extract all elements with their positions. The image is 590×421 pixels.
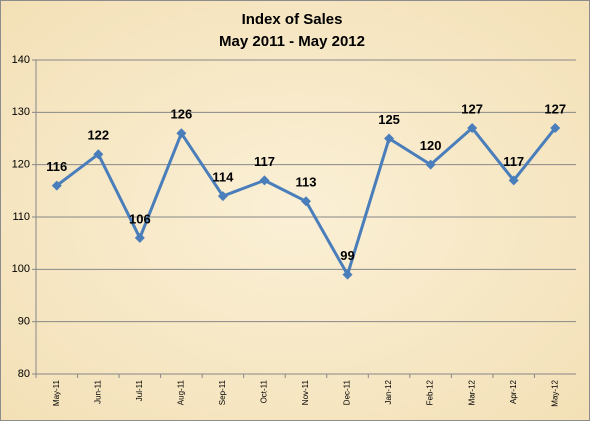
x-tick-label: Aug-11 (176, 379, 185, 405)
x-tick-label: Jul-11 (135, 379, 144, 401)
marker (425, 159, 436, 170)
data-label: 114 (212, 170, 234, 185)
marker (508, 175, 519, 186)
data-label: 126 (171, 107, 193, 122)
marker (259, 175, 270, 186)
x-tick-label: Oct-11 (260, 379, 269, 403)
data-label: 127 (461, 101, 483, 116)
data-label: 127 (544, 101, 566, 116)
y-tick-label: 80 (18, 368, 30, 380)
x-tick-label: Mar-12 (467, 379, 476, 405)
data-label: 117 (503, 154, 524, 169)
marker (550, 123, 561, 134)
data-label: 113 (296, 175, 317, 190)
x-tick-label: Nov-11 (301, 379, 310, 405)
data-label: 122 (87, 128, 109, 143)
y-tick-label: 130 (12, 106, 30, 118)
x-tick-label: Feb-12 (426, 379, 435, 405)
x-tick-label: Sep-11 (218, 379, 227, 405)
chart-title: Index of Sales (242, 11, 343, 28)
y-tick-label: 100 (12, 263, 30, 275)
data-label: 117 (254, 154, 275, 169)
chart-subtitle: May 2011 - May 2012 (219, 33, 365, 50)
x-tick-label: May-12 (550, 379, 559, 406)
y-tick-label: 120 (12, 159, 30, 171)
marker (342, 269, 353, 280)
marker (467, 123, 478, 134)
x-tick-label: Jun-11 (93, 379, 102, 403)
y-tick-label: 90 (18, 316, 30, 328)
marker (134, 232, 145, 243)
x-tick-label: Jan-12 (384, 379, 393, 404)
marker (301, 196, 311, 207)
data-label: 116 (46, 159, 67, 174)
data-label: 120 (420, 138, 442, 153)
marker (51, 180, 62, 191)
data-label: 106 (129, 211, 151, 226)
x-tick-label: Dec-11 (343, 379, 352, 405)
x-tick-label: May-11 (52, 379, 61, 406)
marker (93, 149, 104, 160)
y-tick-label: 110 (12, 211, 30, 223)
data-label: 99 (340, 248, 354, 263)
x-tick-label: Apr-12 (509, 379, 518, 404)
marker (384, 133, 395, 144)
data-label: 125 (378, 112, 400, 127)
marker (217, 191, 228, 202)
y-tick-label: 140 (12, 54, 30, 66)
marker (176, 128, 187, 139)
